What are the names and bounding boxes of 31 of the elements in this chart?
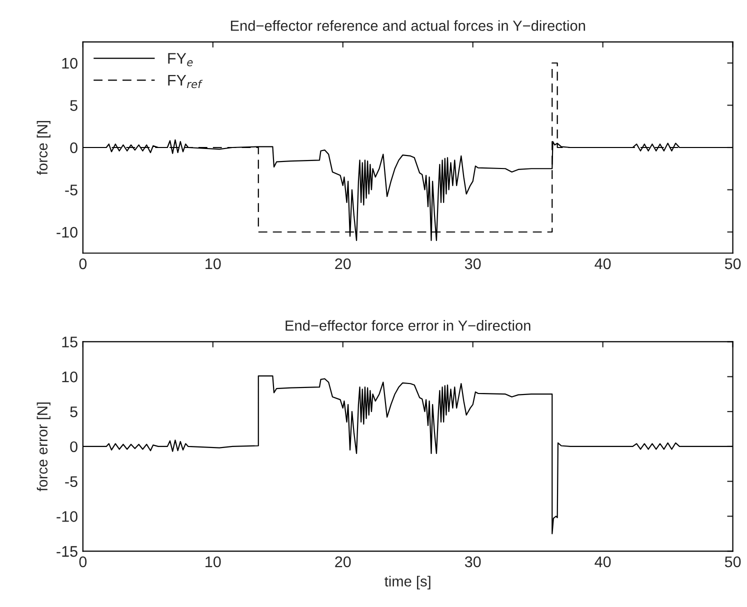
x-tick-label: 20 xyxy=(335,258,351,270)
y-tick-label: 10 xyxy=(62,372,78,382)
y-tick-label: -10 xyxy=(56,226,78,238)
y-tick-label: -10 xyxy=(56,511,78,522)
legend-label: FY$_{ref}$ xyxy=(168,74,203,88)
y-tick-label: 5 xyxy=(70,406,78,418)
y-tick-label: 0 xyxy=(70,142,78,154)
x-axis-title: time [s] xyxy=(384,576,430,590)
x-tick-label: 40 xyxy=(594,258,611,270)
y-tick-label: 5 xyxy=(70,100,78,111)
y-tick-label: -5 xyxy=(65,184,78,196)
chart-title: End−effector force error in Y−direction xyxy=(286,320,530,331)
x-tick-label: 10 xyxy=(206,556,221,568)
x-tick-label: 0 xyxy=(79,258,87,270)
x-tick-label: 50 xyxy=(724,258,741,270)
y-tick-label: 10 xyxy=(62,58,78,69)
chart-title: End−effector reference and actual forces in Y−direction xyxy=(230,20,586,31)
y-axis-title: force [N] xyxy=(36,120,50,175)
x-tick-label: 30 xyxy=(464,258,481,270)
y-tick-label: 15 xyxy=(62,336,78,348)
x-tick-label: 20 xyxy=(335,556,351,568)
y-tick-label: -15 xyxy=(56,546,78,557)
y-tick-label: -5 xyxy=(65,476,78,488)
x-tick-label: 10 xyxy=(206,258,221,270)
y-tick-label: 0 xyxy=(70,441,78,452)
x-tick-label: 0 xyxy=(79,556,87,568)
x-tick-label: 40 xyxy=(594,556,611,568)
x-tick-label: 50 xyxy=(724,556,741,568)
legend-label: FY$_{e}$ xyxy=(168,53,193,66)
y-axis-title: force error [N] xyxy=(36,402,50,492)
x-tick-label: 30 xyxy=(464,556,481,568)
